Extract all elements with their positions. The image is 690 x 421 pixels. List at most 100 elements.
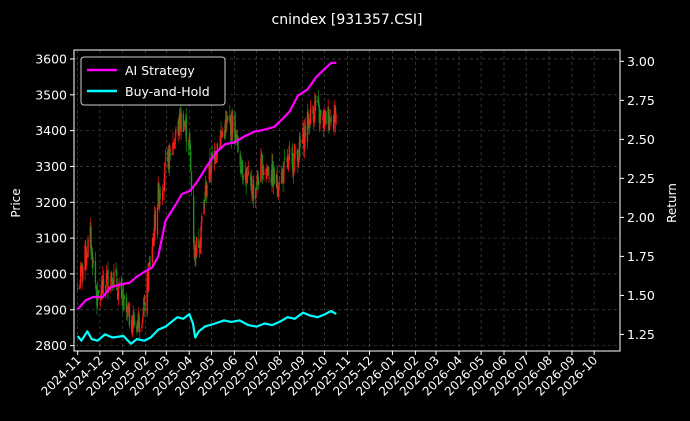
candle-body xyxy=(105,274,108,285)
candle-body xyxy=(267,166,270,176)
candle-body xyxy=(218,147,221,149)
candle-body xyxy=(92,260,94,263)
y-axis-label-left: Price xyxy=(9,188,23,217)
candle-body xyxy=(81,263,83,276)
candle-body xyxy=(221,132,224,138)
candle-body xyxy=(199,241,202,253)
candle-body xyxy=(322,115,324,120)
candle-body xyxy=(123,295,125,299)
candle-body xyxy=(142,307,145,315)
candle-body xyxy=(266,169,268,172)
candle-body xyxy=(204,199,206,203)
legend-label-ai-strategy: AI Strategy xyxy=(125,63,195,78)
candle-body xyxy=(122,296,124,306)
candle-body xyxy=(225,118,227,123)
candle-body xyxy=(190,172,193,191)
legend: AI Strategy Buy-and-Hold xyxy=(80,56,226,106)
candle-body xyxy=(320,110,322,116)
y-tick-label-left: 3200 xyxy=(35,195,67,210)
candle-body xyxy=(91,247,93,256)
candle-body xyxy=(147,269,149,289)
candle-body xyxy=(299,136,301,148)
candle-body xyxy=(319,112,321,122)
candle-body xyxy=(195,248,197,259)
candle-body xyxy=(174,137,176,145)
candle-body xyxy=(261,154,264,179)
series-line-buy-and-hold xyxy=(76,309,337,345)
candle-body xyxy=(131,323,134,336)
candle-body xyxy=(296,151,298,155)
candle-body xyxy=(273,168,275,184)
candle-body xyxy=(286,155,289,168)
candle-body xyxy=(163,179,165,191)
candle-body xyxy=(198,239,200,249)
y-tick-label-right: 3.00 xyxy=(627,54,655,69)
candle-body xyxy=(164,162,166,183)
candle-body xyxy=(221,131,223,135)
candle-body xyxy=(133,320,136,326)
candle-body xyxy=(188,136,190,142)
candle-body xyxy=(184,121,187,128)
candle-body xyxy=(236,134,238,138)
candle-body xyxy=(311,111,314,113)
candle-body xyxy=(293,153,295,172)
candle-body xyxy=(278,187,281,188)
candle-body xyxy=(79,285,81,290)
candle-body xyxy=(80,264,83,266)
candle-body xyxy=(235,129,237,143)
y-tick-label-left: 3600 xyxy=(35,51,67,66)
candle-body xyxy=(205,183,207,195)
candle-body xyxy=(303,128,306,151)
candle-body xyxy=(329,112,332,114)
y-tick-label-left: 2900 xyxy=(35,302,67,317)
candle-body xyxy=(164,156,167,159)
y-tick-label-right: 2.25 xyxy=(627,171,655,186)
y-tick-label-right: 2.50 xyxy=(627,132,655,147)
candle-body xyxy=(152,237,154,246)
candle-body xyxy=(224,119,227,136)
candle-body xyxy=(247,171,250,175)
candle-body xyxy=(127,303,130,308)
y-tick-label-left: 2800 xyxy=(35,338,67,353)
candle-body xyxy=(312,108,315,121)
candle-body xyxy=(198,250,201,252)
candle-body xyxy=(184,125,186,127)
y-tick-label-left: 3000 xyxy=(35,266,67,281)
candle-body xyxy=(95,285,97,292)
candle-body xyxy=(203,199,205,214)
candle-body xyxy=(147,268,150,291)
candle-body xyxy=(294,146,296,159)
candle-body xyxy=(156,207,159,235)
candle-body xyxy=(194,244,196,258)
candle-body xyxy=(226,115,229,121)
y-tick-label-right: 1.25 xyxy=(627,327,655,342)
y-tick-label-right: 1.75 xyxy=(627,249,655,264)
candle-body xyxy=(79,266,82,285)
candle-body xyxy=(272,169,275,185)
candle-body xyxy=(209,158,211,175)
candle-body xyxy=(307,115,309,129)
candle-body xyxy=(308,118,310,125)
candle-body xyxy=(334,107,337,123)
candle-body xyxy=(157,183,159,205)
candle-body xyxy=(132,315,134,326)
candle-body xyxy=(128,306,131,326)
candle-body xyxy=(245,172,247,187)
candle-body xyxy=(177,121,179,134)
candle-body xyxy=(309,108,312,125)
candle-body xyxy=(190,151,192,171)
candle-body xyxy=(271,163,273,183)
candle-body xyxy=(291,153,294,171)
candle-body xyxy=(87,239,89,258)
candle-body xyxy=(323,111,325,128)
candle-body xyxy=(255,186,258,190)
candle-body xyxy=(318,105,320,123)
candle-body xyxy=(268,177,270,179)
candle-body xyxy=(201,216,203,222)
candle-body xyxy=(281,171,284,176)
candle-body xyxy=(224,130,226,138)
y-tick-label-right: 1.50 xyxy=(627,288,655,303)
candle-body xyxy=(252,184,254,195)
candle-body xyxy=(182,113,185,133)
